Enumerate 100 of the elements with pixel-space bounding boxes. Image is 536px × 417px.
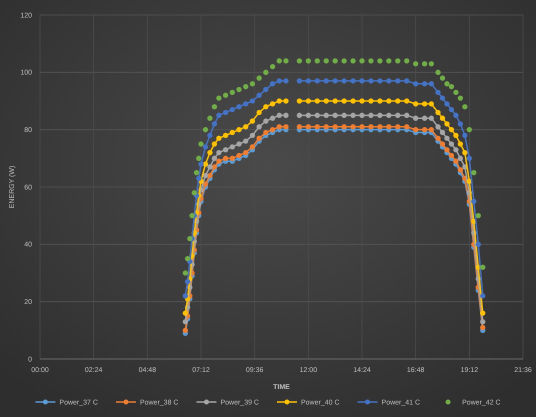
point <box>216 112 222 118</box>
point <box>395 112 400 118</box>
point <box>256 92 262 98</box>
point <box>324 58 329 64</box>
point <box>350 98 356 104</box>
point <box>453 90 459 96</box>
point <box>182 310 188 316</box>
point <box>276 78 282 84</box>
point <box>341 58 347 64</box>
point <box>324 98 329 104</box>
point <box>350 112 356 118</box>
point <box>458 95 464 101</box>
point <box>222 156 228 161</box>
point <box>341 98 347 104</box>
point <box>480 324 486 330</box>
point <box>440 130 446 136</box>
point <box>182 293 188 299</box>
point <box>428 127 434 132</box>
point <box>395 78 400 84</box>
point <box>440 116 446 121</box>
point <box>359 78 365 84</box>
point <box>377 78 383 84</box>
point <box>270 81 276 86</box>
point <box>332 58 338 64</box>
point <box>435 90 441 96</box>
point <box>480 319 486 324</box>
point <box>324 112 329 118</box>
point <box>314 58 320 64</box>
point <box>314 98 320 104</box>
point <box>368 58 374 64</box>
point <box>332 78 338 84</box>
point <box>413 116 418 121</box>
point <box>435 136 441 141</box>
point <box>466 127 472 132</box>
point <box>444 101 450 107</box>
point <box>230 130 235 136</box>
point <box>283 112 289 118</box>
point <box>428 81 434 86</box>
point <box>263 130 268 136</box>
point <box>236 104 242 110</box>
point <box>368 124 374 130</box>
point <box>256 124 262 130</box>
point <box>404 58 410 64</box>
point <box>182 319 188 324</box>
point <box>270 116 276 121</box>
point <box>428 61 434 66</box>
point <box>270 101 276 107</box>
point <box>422 116 428 121</box>
point <box>243 84 248 90</box>
point <box>471 170 476 176</box>
point <box>230 106 235 112</box>
point <box>341 78 347 84</box>
point <box>448 84 454 90</box>
point <box>196 176 202 182</box>
point <box>341 112 347 118</box>
point <box>182 328 188 333</box>
point <box>422 61 428 66</box>
point <box>435 124 441 130</box>
point <box>263 104 268 110</box>
point <box>306 98 311 104</box>
point <box>182 270 188 276</box>
point <box>236 141 242 147</box>
point <box>413 101 418 107</box>
point <box>444 121 450 127</box>
point <box>276 112 282 118</box>
point <box>243 138 248 144</box>
point <box>458 167 464 172</box>
point <box>448 127 454 132</box>
point <box>276 98 282 104</box>
point <box>422 101 428 107</box>
point <box>216 150 222 156</box>
point <box>377 124 383 130</box>
point <box>480 310 486 316</box>
point <box>368 98 374 104</box>
point <box>202 172 208 178</box>
point <box>222 110 228 116</box>
point <box>306 78 311 84</box>
point <box>404 112 410 118</box>
point <box>466 156 472 161</box>
point <box>250 144 256 150</box>
point <box>404 78 410 84</box>
point <box>306 58 311 64</box>
point <box>296 124 302 130</box>
point <box>314 78 320 84</box>
point <box>377 58 383 64</box>
point <box>440 141 446 147</box>
point <box>196 156 202 161</box>
point <box>428 101 434 107</box>
point <box>395 124 400 130</box>
point <box>198 141 204 147</box>
point <box>216 158 222 164</box>
point <box>341 124 347 130</box>
point <box>350 78 356 84</box>
point <box>395 98 400 104</box>
point <box>207 116 213 121</box>
point <box>243 101 248 107</box>
point <box>192 190 197 196</box>
point <box>480 264 486 270</box>
point <box>314 112 320 118</box>
point <box>377 98 383 104</box>
